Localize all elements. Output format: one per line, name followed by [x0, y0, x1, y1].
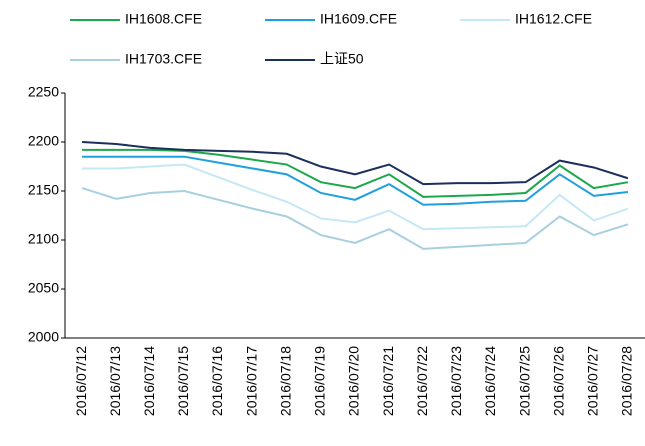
legend-label: IH1608.CFE	[125, 11, 202, 27]
legend-label: IH1612.CFE	[515, 11, 592, 27]
y-tick-label: 2250	[28, 84, 59, 100]
series-line	[82, 148, 629, 198]
x-tick-label: 2016/07/19	[312, 346, 328, 416]
legend-label: IH1703.CFE	[125, 51, 202, 67]
y-tick-label: 2150	[28, 182, 59, 198]
x-tick-label: 2016/07/24	[482, 346, 498, 416]
legend-label: IH1609.CFE	[320, 11, 397, 27]
x-tick-label: 2016/07/21	[380, 346, 396, 416]
y-tick-label: 2050	[28, 280, 59, 296]
x-tick-label: 2016/07/27	[585, 346, 601, 416]
legend-label: 上证50	[320, 51, 364, 67]
x-tick-label: 2016/07/12	[73, 346, 89, 416]
y-tick-label: 2000	[28, 329, 59, 345]
x-tick-label: 2016/07/22	[414, 346, 430, 416]
x-tick-label: 2016/07/25	[516, 346, 532, 416]
x-tick-label: 2016/07/13	[107, 346, 123, 416]
y-tick-label: 2200	[28, 133, 59, 149]
x-tick-label: 2016/07/15	[175, 346, 191, 416]
x-tick-label: 2016/07/23	[448, 346, 464, 416]
series-line	[82, 155, 629, 206]
x-tick-label: 2016/07/28	[619, 346, 635, 416]
x-tick-label: 2016/07/26	[550, 346, 566, 416]
x-tick-label: 2016/07/17	[243, 346, 259, 416]
y-tick-label: 2100	[28, 231, 59, 247]
series-line	[82, 141, 629, 186]
series-line	[82, 163, 629, 231]
x-tick-label: 2016/07/14	[141, 346, 157, 416]
x-tick-label: 2016/07/16	[209, 346, 225, 416]
x-tick-label: 2016/07/20	[346, 346, 362, 416]
x-tick-label: 2016/07/18	[277, 346, 293, 416]
series-line	[81, 187, 629, 250]
